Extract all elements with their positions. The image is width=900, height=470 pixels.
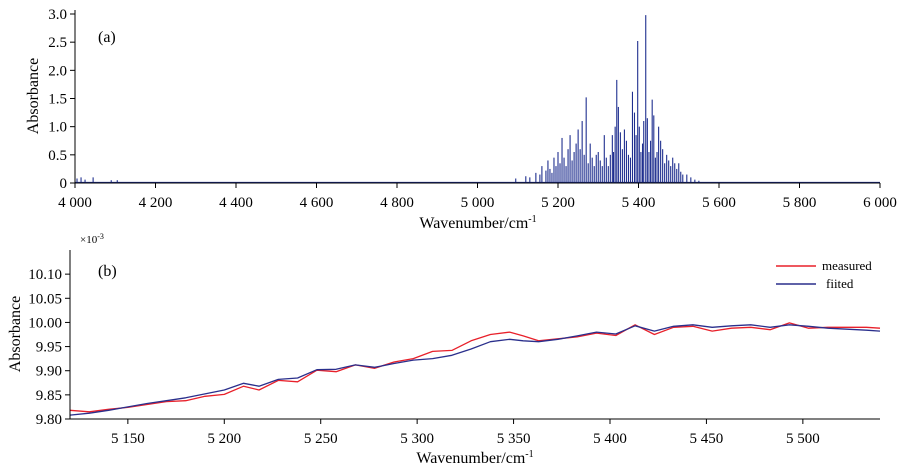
legend-label-measured: measured: [822, 258, 872, 273]
panel-b-label: (b): [98, 263, 117, 280]
panel-a-y-axis-label: Absorbance: [25, 58, 42, 134]
y-tick-label: 2.0: [48, 63, 67, 79]
panel-b-y-multiplier: ×10-3: [80, 232, 104, 246]
y-tick-label: 10.00: [28, 315, 62, 331]
y-tick-label: 1.5: [48, 92, 67, 108]
x-tick-label: 5 450: [690, 431, 724, 447]
y-tick-label: 9.95: [36, 340, 62, 356]
panel-a-x-axis-label: Wavenumber/cm-1: [419, 214, 536, 232]
y-tick-label: 1.0: [48, 120, 67, 136]
y-tick-label: 0: [60, 176, 68, 192]
x-tick-label: 5 250: [304, 431, 338, 447]
x-tick-label: 5 350: [497, 431, 531, 447]
x-tick-label: 5 500: [786, 431, 820, 447]
panel-b-lines: [69, 322, 881, 416]
panel-b-x-ticks: 5 150 5 200 5 250 5 300 5 350 5 400 5 450 5 500: [111, 419, 820, 447]
legend-label-fitted: fiited: [826, 276, 854, 291]
x-tick-label: 4 000: [58, 195, 92, 211]
panel-a-label: (a): [98, 29, 116, 46]
y-tick-label: 9.90: [36, 364, 62, 380]
y-tick-label: 0.5: [48, 148, 67, 164]
panel-b-legend: measured fiited: [776, 258, 872, 291]
panel-a: (a) 4 000 4 200 4 400 4 600 4 800 5 000 5 200 5…: [25, 7, 897, 232]
x-tick-label: 6 000: [863, 195, 897, 211]
x-tick-label: 5 200: [541, 195, 575, 211]
x-tick-label: 5 200: [207, 431, 241, 447]
panel-a-y-ticks: 0 0.5 1.0 1.5 2.0 2.5 3.0: [48, 7, 75, 192]
y-tick-label: 9.85: [36, 388, 62, 404]
x-tick-label: 5 300: [400, 431, 434, 447]
y-tick-label: 10.05: [28, 291, 62, 307]
series-line-fitted: [69, 324, 881, 416]
y-tick-label: 3.0: [48, 7, 67, 23]
y-tick-label: 9.80: [36, 412, 62, 428]
y-tick-label: 2.5: [48, 35, 67, 51]
panel-b-x-axis-label: Wavenumber/cm-1: [416, 449, 533, 467]
x-tick-label: 5 150: [111, 431, 145, 447]
panel-b-y-axis-label: Absorbance: [7, 296, 24, 372]
panel-b-y-ticks: 9.80 9.85 9.90 9.95 10.00 10.05 10.10: [28, 267, 70, 428]
x-tick-label: 4 400: [219, 195, 253, 211]
panel-a-x-ticks: 4 000 4 200 4 400 4 600 4 800 5 000 5 200 5 400…: [58, 183, 897, 211]
y-tick-label: 10.10: [28, 267, 62, 283]
x-tick-label: 4 200: [139, 195, 173, 211]
series-line-measured: [69, 322, 881, 413]
panel-a-axes: [74, 10, 880, 184]
x-tick-label: 5 400: [593, 431, 627, 447]
panel-b: ×10-3 (b) 5 150 5 200 5 250 5 300 5 350 5 400…: [7, 232, 881, 467]
x-tick-label: 5 800: [783, 195, 817, 211]
panel-b-axes: [69, 250, 880, 420]
x-tick-label: 5 400: [622, 195, 656, 211]
x-tick-label: 4 800: [380, 195, 414, 211]
x-tick-label: 5 600: [702, 195, 736, 211]
x-tick-label: 5 000: [461, 195, 495, 211]
x-tick-label: 4 600: [300, 195, 334, 211]
panel-a-bars: [75, 15, 880, 184]
